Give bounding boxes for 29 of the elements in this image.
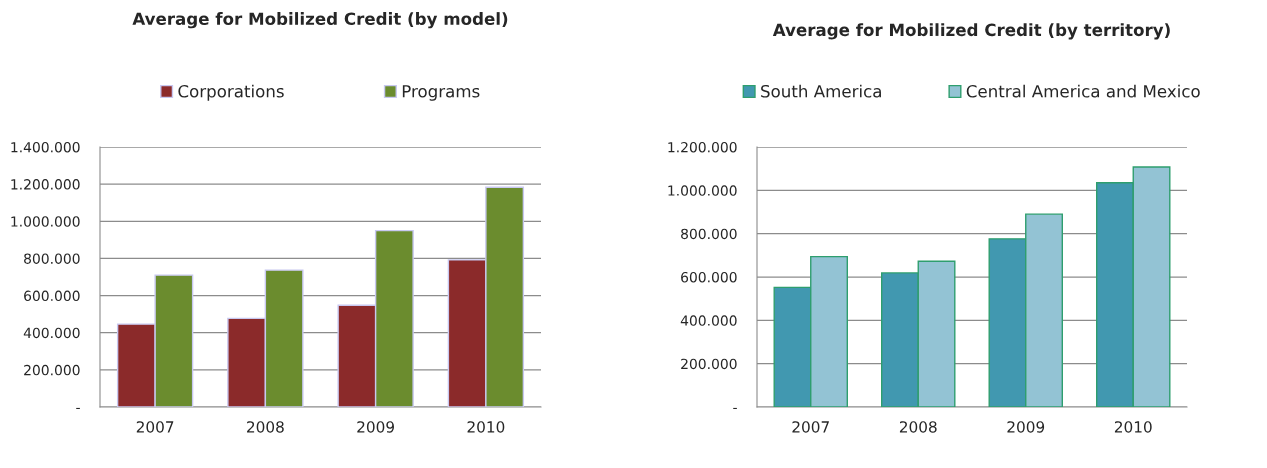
- y-tick-label: 400.000: [680, 315, 737, 326]
- x-tick-label: 2010: [1114, 421, 1152, 433]
- x-tick-label: 2008: [899, 421, 937, 433]
- chart-title: Average for Mobilized Credit (by territory): [772, 23, 1170, 40]
- y-tick-label: 1.000.000: [668, 185, 737, 196]
- x-tick-label: 2009: [357, 421, 394, 433]
- y-tick-label: 1.200.000: [11, 179, 80, 190]
- legend-label: Programs: [402, 85, 480, 101]
- legend-label: Central America and Mexico: [966, 84, 1200, 98]
- y-tick-label: 800.000: [24, 253, 80, 264]
- y-tick-label: -: [733, 407, 737, 410]
- x-tick-label: 2010: [467, 421, 505, 433]
- x-tick-label: 2007: [792, 421, 829, 433]
- y-tick-label: 1.400.000: [11, 141, 80, 153]
- legend-label: South America: [761, 84, 881, 98]
- y-tick-label: -: [76, 407, 80, 410]
- y-tick-label: 800.000: [681, 228, 737, 240]
- x-tick-label: 2007: [136, 421, 174, 433]
- chart-title: Average for Mobilized Credit (by model): [132, 12, 508, 29]
- y-tick-label: 600.000: [681, 271, 737, 283]
- y-tick-label: 400.000: [23, 327, 80, 339]
- x-tick-label: 2008: [247, 421, 284, 433]
- y-tick-label: 200.000: [681, 358, 737, 370]
- y-tick-label: 1.200.000: [668, 141, 737, 153]
- y-tick-label: 1.000.000: [11, 216, 80, 227]
- x-tick-label: 2009: [1007, 421, 1045, 433]
- y-tick-label: 200.000: [24, 364, 80, 376]
- y-tick-label: 600.000: [24, 290, 80, 302]
- legend-label: Corporations: [178, 84, 284, 101]
